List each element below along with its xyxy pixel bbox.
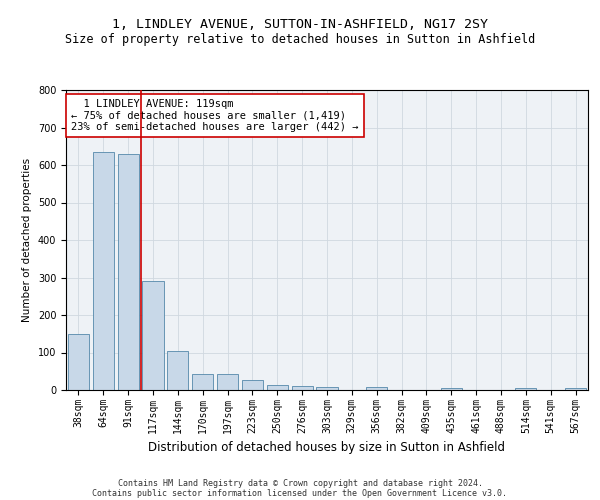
Bar	[267, 385, 288, 390]
Bar	[217, 374, 238, 390]
X-axis label: Distribution of detached houses by size in Sutton in Ashfield: Distribution of detached houses by size …	[149, 441, 505, 454]
Bar	[192, 374, 213, 390]
Bar	[118, 154, 139, 390]
Bar	[68, 334, 89, 390]
Text: Contains public sector information licensed under the Open Government Licence v3: Contains public sector information licen…	[92, 488, 508, 498]
Bar	[93, 152, 114, 390]
Text: 1 LINDLEY AVENUE: 119sqm
← 75% of detached houses are smaller (1,419)
23% of sem: 1 LINDLEY AVENUE: 119sqm ← 75% of detach…	[71, 99, 359, 132]
Bar	[565, 388, 586, 390]
Y-axis label: Number of detached properties: Number of detached properties	[22, 158, 32, 322]
Bar	[441, 388, 462, 390]
Bar	[366, 386, 387, 390]
Bar	[316, 386, 338, 390]
Text: Size of property relative to detached houses in Sutton in Ashfield: Size of property relative to detached ho…	[65, 32, 535, 46]
Bar	[142, 281, 164, 390]
Text: Contains HM Land Registry data © Crown copyright and database right 2024.: Contains HM Land Registry data © Crown c…	[118, 478, 482, 488]
Bar	[292, 386, 313, 390]
Bar	[515, 388, 536, 390]
Text: 1, LINDLEY AVENUE, SUTTON-IN-ASHFIELD, NG17 2SY: 1, LINDLEY AVENUE, SUTTON-IN-ASHFIELD, N…	[112, 18, 488, 30]
Bar	[242, 380, 263, 390]
Bar	[167, 352, 188, 390]
